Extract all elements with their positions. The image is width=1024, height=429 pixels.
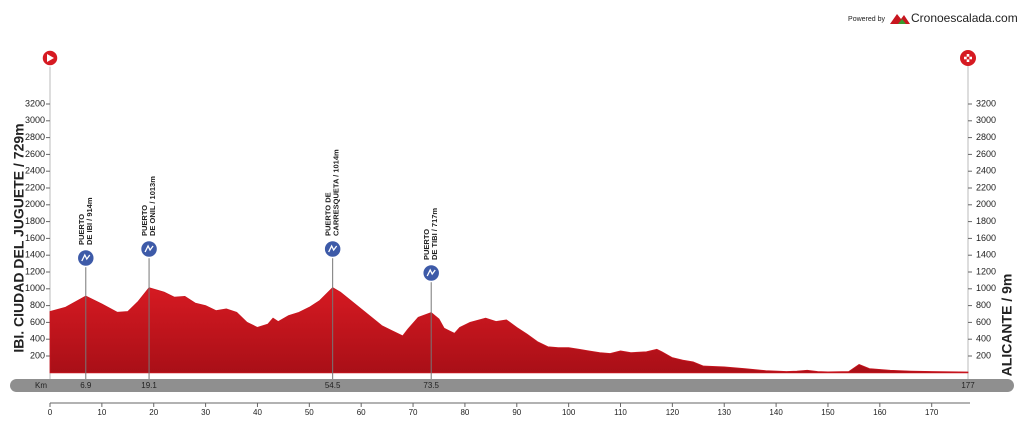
- finish-label: ALICANTE / 9m: [999, 274, 1015, 377]
- km-bar: [10, 379, 1014, 392]
- climb: PUERTO DE TIBI / 717m 73.5: [421, 208, 441, 390]
- climb-name: DE ONIL / 1013m: [148, 176, 157, 236]
- x-tick-label: 130: [718, 408, 732, 417]
- y-tick-label: 2000: [25, 199, 45, 209]
- x-tick-label: 80: [460, 408, 469, 417]
- y-tick-label-right: 800: [976, 300, 991, 310]
- y-tick-label-right: 1400: [976, 250, 996, 260]
- y-tick-label-right: 2800: [976, 132, 996, 142]
- y-tick-label: 600: [30, 317, 45, 327]
- y-tick-label-right: 600: [976, 317, 991, 327]
- climb: PUERTO DE CARRESQUETA / 1014m 54.5: [323, 149, 342, 390]
- y-tick-label-right: 1000: [976, 283, 996, 293]
- x-tick-label: 20: [149, 408, 158, 417]
- climb: PUERTO DE IBI / 914m 6.9: [76, 197, 96, 390]
- x-tick-label: 140: [769, 408, 783, 417]
- brand-name[interactable]: Cronoescalada.com: [911, 11, 1018, 25]
- y-tick-label-right: 2000: [976, 199, 996, 209]
- x-tick-label: 170: [925, 408, 939, 417]
- y-tick-label: 2800: [25, 132, 45, 142]
- start-label: IBI. CIUDAD DEL JUGUETE / 729m: [11, 123, 27, 352]
- brand-logo: [890, 14, 910, 24]
- y-tick-label: 1200: [25, 266, 45, 276]
- y-tick-label: 2200: [25, 182, 45, 192]
- climb-km: 73.5: [423, 381, 439, 390]
- y-tick-label: 200: [30, 350, 45, 360]
- climb-km: 19.1: [141, 381, 157, 390]
- x-tick-label: 100: [562, 408, 576, 417]
- climb-name: PUERTO: [422, 229, 431, 260]
- y-tick-label: 2400: [25, 166, 45, 176]
- climb-icon-glyph: [426, 268, 436, 277]
- y-tick-label-right: 3000: [976, 115, 996, 125]
- x-tick-label: 90: [512, 408, 521, 417]
- y-tick-label-right: 200: [976, 350, 991, 360]
- climb-km: 6.9: [80, 381, 92, 390]
- x-tick-label: 50: [305, 408, 314, 417]
- climb-icon-glyph: [81, 253, 91, 262]
- climb-name: DE IBI / 914m: [85, 197, 94, 245]
- y-tick-label-right: 1800: [976, 216, 996, 226]
- y-tick-label: 3200: [25, 98, 45, 108]
- climb-name: PUERTO: [140, 205, 149, 236]
- y-tick-label: 1600: [25, 233, 45, 243]
- climb: PUERTO DE ONIL / 1013m 19.1: [139, 176, 159, 390]
- climb-name: DE TIBI / 717m: [430, 208, 439, 260]
- x-tick-label: 60: [357, 408, 366, 417]
- y-tick-label: 3000: [25, 115, 45, 125]
- y-tick-label-right: 2600: [976, 149, 996, 159]
- x-tick-label: 0: [48, 408, 53, 417]
- y-tick-label: 1400: [25, 250, 45, 260]
- y-tick-label-right: 1600: [976, 233, 996, 243]
- climb-name: CARRESQUETA / 1014m: [332, 149, 341, 236]
- climb-icon-glyph: [144, 244, 154, 253]
- km-label: Km: [35, 381, 47, 390]
- y-tick-label: 2600: [25, 149, 45, 159]
- start-icon: [41, 49, 59, 67]
- climb-km: 54.5: [325, 381, 341, 390]
- y-tick-label-right: 2400: [976, 166, 996, 176]
- x-tick-label: 70: [409, 408, 418, 417]
- y-tick-label: 1800: [25, 216, 45, 226]
- x-tick-label: 150: [821, 408, 835, 417]
- x-tick-label: 120: [666, 408, 680, 417]
- y-tick-label: 400: [30, 334, 45, 344]
- x-tick-label: 40: [253, 408, 262, 417]
- climb-name: PUERTO: [77, 214, 86, 245]
- x-tick-label: 30: [201, 408, 210, 417]
- y-tick-label-right: 1200: [976, 266, 996, 276]
- profile-area: [49, 287, 969, 374]
- climb-icon-glyph: [328, 244, 338, 253]
- finish-km: 177: [961, 381, 975, 390]
- powered-by: Powered by: [848, 16, 885, 23]
- y-tick-label: 1000: [25, 283, 45, 293]
- x-tick-label: 10: [97, 408, 106, 417]
- finish-icon: [960, 50, 976, 66]
- y-tick-label-right: 2200: [976, 182, 996, 192]
- brand-logo-accent: [898, 19, 906, 24]
- y-tick-label-right: 3200: [976, 98, 996, 108]
- climb-name: PUERTO DE: [324, 192, 333, 236]
- y-tick-label: 800: [30, 300, 45, 310]
- y-tick-label-right: 400: [976, 334, 991, 344]
- x-tick-label: 160: [873, 408, 887, 417]
- x-tick-label: 110: [614, 408, 627, 417]
